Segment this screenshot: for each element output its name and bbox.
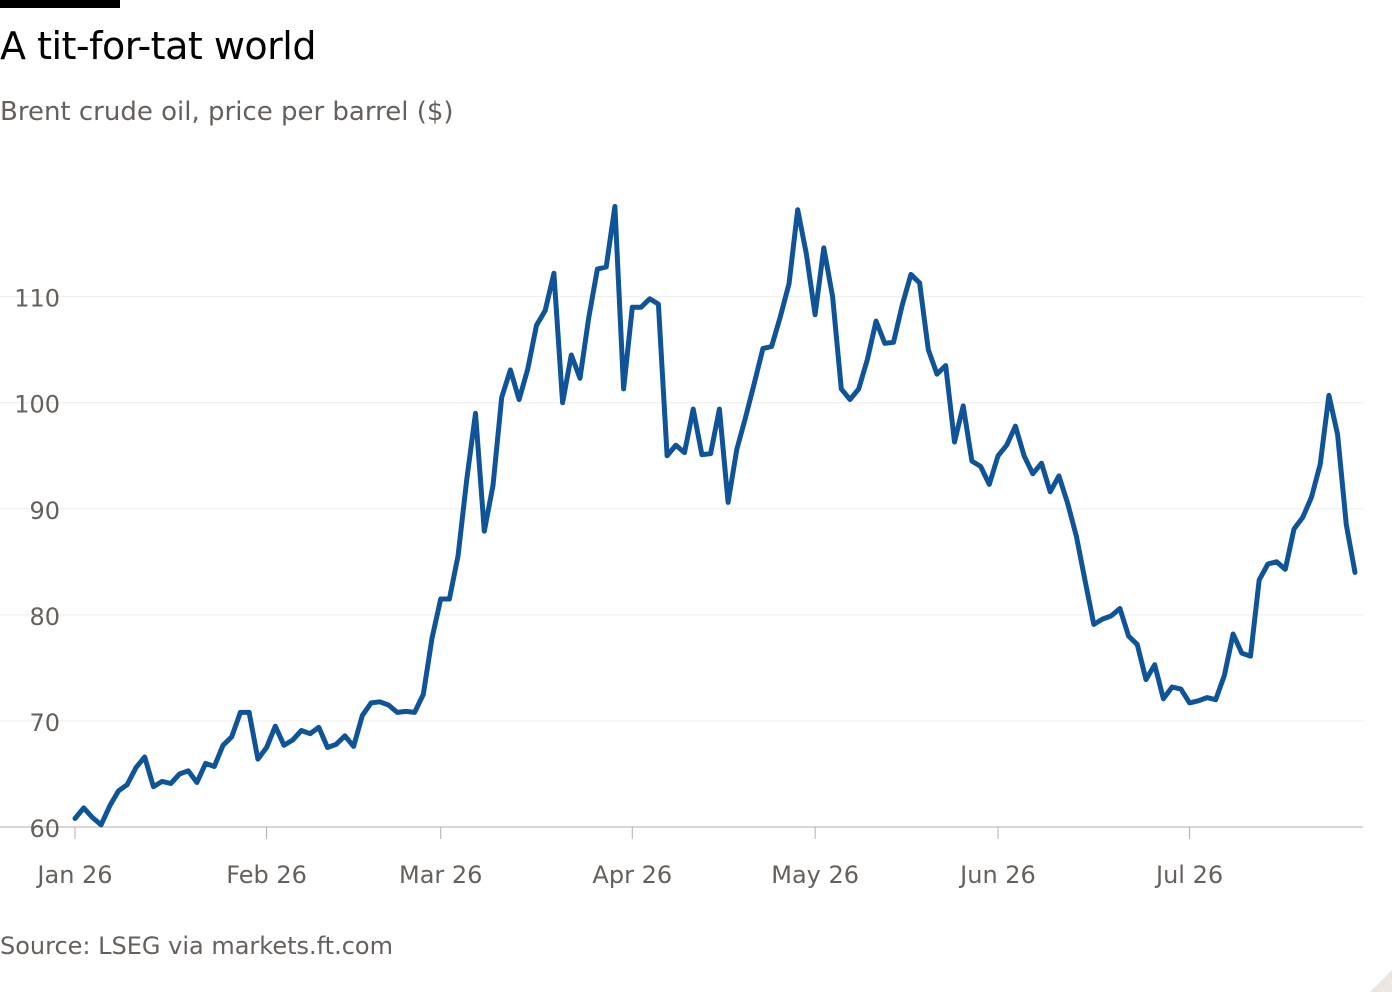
y-tick-label: 100 xyxy=(14,391,60,419)
y-tick-label: 70 xyxy=(29,709,60,737)
x-tick-label: Mar 26 xyxy=(399,861,482,889)
chart-title: A tit-for-tat world xyxy=(0,24,316,68)
x-tick-label: Apr 26 xyxy=(592,861,672,889)
brand-bar xyxy=(0,0,120,8)
x-tick-label: Jan 26 xyxy=(35,861,112,889)
y-tick-label: 90 xyxy=(29,497,60,525)
x-tick-label: Jul 26 xyxy=(1154,861,1223,889)
corner-fold xyxy=(1370,970,1392,992)
y-tick-label: 60 xyxy=(29,815,60,843)
source-note: Source: LSEG via markets.ft.com xyxy=(0,932,393,960)
x-tick-label: Jun 26 xyxy=(958,861,1036,889)
x-tick-label: May 26 xyxy=(771,861,859,889)
gridlines xyxy=(0,296,1363,722)
series-layer xyxy=(72,204,1358,828)
y-tick-label: 110 xyxy=(14,285,60,313)
y-axis-labels: 60 70 80 90 100 110 xyxy=(14,285,60,843)
y-tick-label: 80 xyxy=(29,603,60,631)
x-tick-label: Feb 26 xyxy=(226,861,307,889)
series-line xyxy=(72,204,1358,828)
x-axis: Jan 26 Feb 26 Mar 26 Apr 26 May 26 Jun 26 Jul … xyxy=(0,826,1363,889)
chart-subtitle: Brent crude oil, price per barrel ($) xyxy=(0,97,454,127)
